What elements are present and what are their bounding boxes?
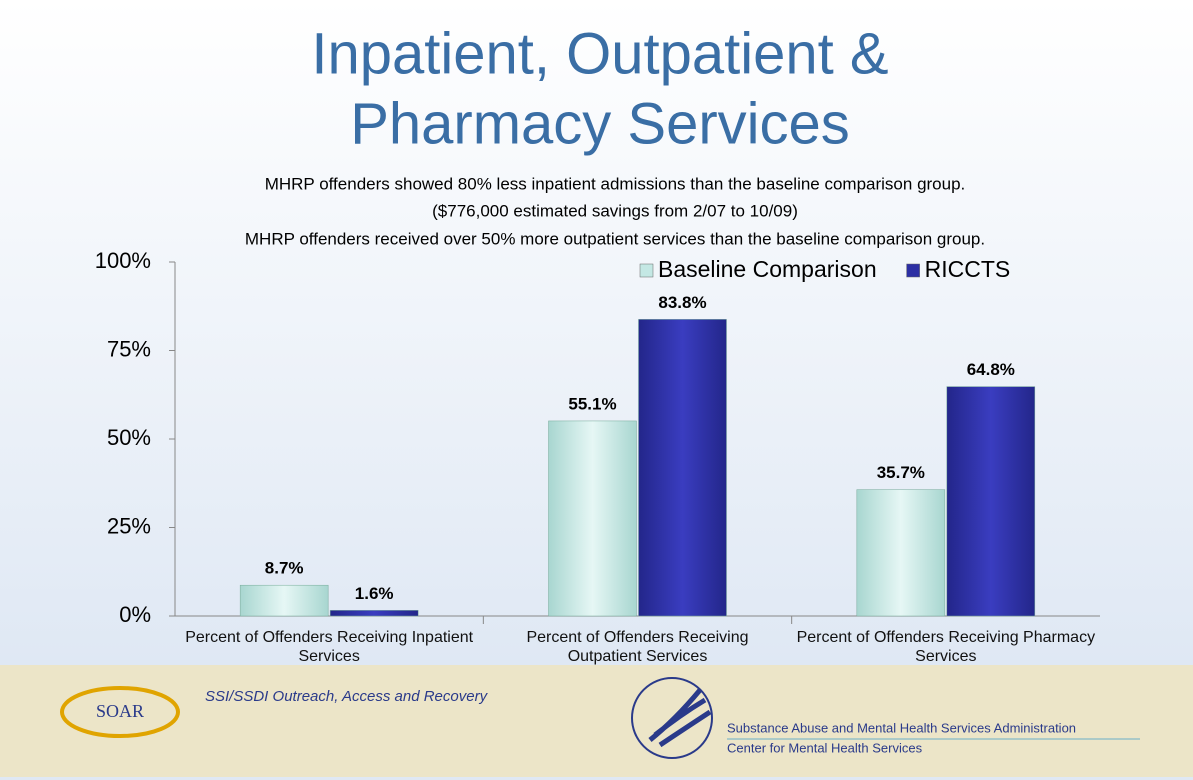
value-label: 55.1% xyxy=(568,394,616,413)
x-tick-label: Percent of Offenders Receiving Outpatien… xyxy=(526,629,749,665)
chart-title: Pharmacy Services xyxy=(350,91,850,156)
subtitle: MHRP offenders received over 50% more ou… xyxy=(245,229,985,248)
x-tick-label: Percent of Offenders Receiving Inpatient… xyxy=(185,629,474,665)
y-tick-label: 75% xyxy=(107,336,151,361)
center-name: Center for Mental Health Services xyxy=(727,740,923,755)
subtitle: MHRP offenders showed 80% less inpatient… xyxy=(265,174,966,193)
legend-label: RICCTS xyxy=(925,256,1011,282)
x-tick-label: Percent of Offenders Receiving Pharmacy … xyxy=(796,629,1096,665)
legend-label: Baseline Comparison xyxy=(658,256,877,282)
legend-swatch xyxy=(639,263,654,278)
value-label: 83.8% xyxy=(658,293,706,312)
hhs-eagle xyxy=(648,688,712,748)
logo-ring xyxy=(60,686,180,738)
y-tick-label: 100% xyxy=(95,248,151,273)
y-tick-label: 50% xyxy=(107,425,151,450)
bar xyxy=(329,610,419,617)
footer-band xyxy=(0,665,1193,777)
bar xyxy=(946,386,1036,617)
bar xyxy=(638,319,727,617)
y-tick-label: 25% xyxy=(107,513,151,538)
value-label: 1.6% xyxy=(355,584,394,603)
value-label: 64.8% xyxy=(967,360,1015,379)
value-label: 35.7% xyxy=(877,463,925,482)
chart-title: Inpatient, Outpatient & xyxy=(311,21,888,86)
y-tick-label: 0% xyxy=(119,602,151,627)
bar xyxy=(548,420,637,617)
subtitle: ($776,000 estimated savings from 2/07 to… xyxy=(432,201,798,220)
value-label: 8.7% xyxy=(265,559,304,578)
legend-swatch xyxy=(906,263,920,278)
program-name: SSI/SSDI Outreach, Access and Recovery xyxy=(205,688,489,705)
bar xyxy=(856,489,946,617)
hhs-seal xyxy=(631,677,713,759)
bar xyxy=(239,584,329,617)
logo-text: SOAR xyxy=(96,701,144,721)
agency-name: Substance Abuse and Mental Health Servic… xyxy=(727,720,1076,735)
